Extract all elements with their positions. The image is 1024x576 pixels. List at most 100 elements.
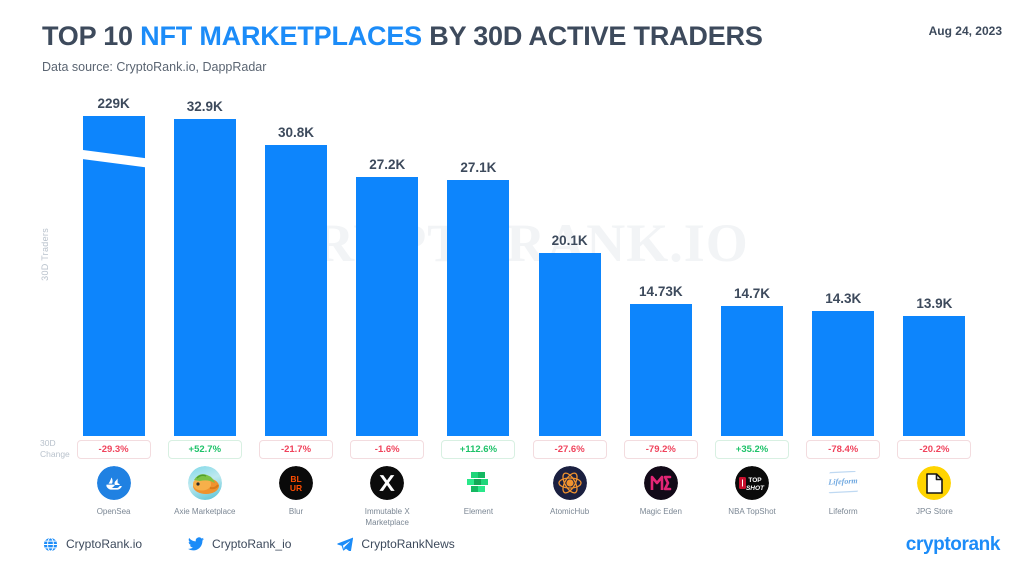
change-cell: -78.4% — [798, 439, 889, 459]
change-cell: -1.6% — [342, 439, 433, 459]
bar-column: 14.7K — [706, 96, 797, 436]
bar[interactable] — [721, 306, 784, 436]
change-badge: -79.2% — [623, 439, 698, 459]
globe-icon — [42, 536, 58, 552]
svg-text:Lifeform: Lifeform — [828, 476, 858, 487]
change-label-line-2: Change — [40, 448, 70, 459]
bar[interactable] — [629, 304, 692, 436]
bar[interactable] — [356, 177, 419, 436]
bar[interactable] — [82, 116, 145, 436]
page-title: TOP 10 NFT MARKETPLACES BY 30D ACTIVE TR… — [42, 21, 763, 52]
marketplace-cell[interactable]: Axie Marketplace — [159, 466, 250, 518]
change-cell: +35.2% — [706, 439, 797, 459]
footer-link[interactable]: CryptoRank_io — [188, 536, 291, 552]
change-badge: +52.7% — [167, 439, 242, 459]
bar-column: 14.3K — [798, 96, 889, 436]
marketplace-name-line-1: Axie Marketplace — [174, 507, 236, 516]
jpg-store-logo[interactable] — [917, 466, 952, 500]
bar-value-label: 30.8K — [277, 125, 315, 140]
marketplace-cell[interactable]: JPG Store — [889, 466, 980, 518]
marketplace-name: Element — [464, 507, 493, 518]
bar[interactable] — [265, 145, 327, 436]
y-axis-label: 30D Traders — [40, 228, 50, 281]
marketplace-name-line-1: Magic Eden — [639, 507, 682, 516]
marketplace-cell[interactable]: Element — [433, 466, 524, 518]
twitter-icon — [188, 536, 205, 552]
telegram-icon — [337, 536, 354, 552]
magic-eden-logo[interactable] — [643, 466, 678, 500]
marketplace-name-line-1: JPG Store — [915, 507, 953, 516]
marketplace-cell[interactable]: Magic Eden — [615, 466, 706, 518]
bar-column: 32.9K — [159, 96, 250, 436]
bar[interactable] — [903, 316, 966, 436]
change-cell: -20.2% — [889, 439, 980, 459]
marketplace-name: NBA TopShot — [728, 507, 775, 518]
bar-value-label: 27.1K — [460, 160, 497, 175]
change-cell: -29.3% — [68, 439, 159, 459]
header: TOP 10 NFT MARKETPLACES BY 30D ACTIVE TR… — [42, 21, 763, 74]
bar-value-label: 13.9K — [916, 296, 953, 311]
marketplace-cell[interactable]: BL UR Blur — [250, 466, 341, 518]
title-part-2: BY 30D ACTIVE TRADERS — [421, 21, 763, 51]
bar[interactable] — [173, 119, 236, 436]
bar[interactable] — [538, 253, 601, 436]
change-badge: -78.4% — [806, 439, 881, 459]
change-cell: -79.2% — [615, 439, 706, 459]
axie-marketplace-logo[interactable] — [187, 466, 222, 500]
marketplace-name: Blur — [289, 507, 303, 518]
marketplace-cell[interactable]: TOP SHOT NBA TopShot — [706, 466, 797, 518]
marketplace-name-line-1: AtomicHub — [550, 507, 590, 516]
bar-value-label: 14.73K — [639, 284, 683, 299]
svg-text:BL: BL — [290, 474, 301, 484]
marketplace-cell[interactable]: Lifeform Lifeform — [798, 466, 889, 518]
title-accent: NFT MARKETPLACES — [140, 21, 422, 51]
marketplace-name: AtomicHub — [550, 507, 589, 518]
footer-link-label: CryptoRank_io — [212, 537, 292, 551]
marketplace-name-line-1: NBA TopShot — [728, 507, 776, 516]
marketplace-logos-row: OpenSea Axie Marketplace BL UR Blur Immutable… — [68, 466, 980, 528]
marketplace-name-line-1: Element — [463, 507, 494, 516]
report-date: Aug 24, 2023 — [928, 24, 1002, 38]
marketplace-cell[interactable]: OpenSea — [68, 466, 159, 518]
footer-link-label: CryptoRank.io — [66, 537, 143, 551]
nba-topshot-logo[interactable]: TOP SHOT — [735, 466, 770, 500]
lifeform-logo[interactable]: Lifeform — [826, 466, 861, 500]
bar-column: 229K — [68, 96, 159, 436]
bar-chart-plot-area: 229K 32.9K 30.8K 27.2K 27.1K 20.1K 14.73K 14.7K… — [68, 96, 980, 436]
bar-value-label: 229K — [97, 96, 130, 111]
marketplace-name-line-1: Blur — [288, 507, 304, 516]
opensea-logo[interactable] — [96, 466, 131, 500]
bar[interactable] — [812, 311, 875, 436]
change-cell: +112.6% — [433, 439, 524, 459]
bar-value-label: 27.2K — [369, 157, 406, 172]
change-row-label: 30D Change — [40, 438, 70, 459]
marketplace-name: Magic Eden — [640, 507, 682, 518]
footer-link[interactable]: CryptoRankNews — [337, 536, 455, 552]
immutable-x-logo[interactable] — [370, 466, 405, 500]
change-badge: -27.6% — [532, 439, 607, 459]
marketplace-name: OpenSea — [97, 507, 131, 518]
element-logo[interactable] — [461, 466, 495, 500]
change-cell: +52.7% — [159, 439, 250, 459]
bar-value-label: 14.3K — [825, 291, 862, 306]
bar-column: 27.1K — [433, 96, 524, 436]
bar[interactable] — [447, 180, 510, 436]
atomichub-logo[interactable] — [552, 466, 587, 500]
bar-column: 27.2K — [342, 96, 433, 436]
bar-column: 13.9K — [889, 96, 980, 436]
marketplace-name: Immutable X Marketplace — [365, 507, 410, 529]
marketplace-cell[interactable]: AtomicHub — [524, 466, 615, 518]
bar-column: 20.1K — [524, 96, 615, 436]
title-part-1: TOP 10 — [42, 21, 141, 51]
bar-value-label: 20.1K — [551, 233, 588, 248]
change-label-line-1: 30D — [40, 438, 56, 448]
cryptorank-brand-logo: cryptorank — [905, 534, 1001, 555]
svg-text:UR: UR — [290, 483, 302, 493]
marketplace-cell[interactable]: Immutable X Marketplace — [342, 466, 433, 529]
change-badge: +35.2% — [715, 439, 790, 459]
blur-logo[interactable]: BL UR — [279, 466, 313, 500]
change-badge: -21.7% — [259, 439, 333, 459]
change-badge: -29.3% — [76, 439, 151, 459]
change-cell: -27.6% — [524, 439, 615, 459]
footer-link[interactable]: CryptoRank.io — [42, 536, 142, 552]
